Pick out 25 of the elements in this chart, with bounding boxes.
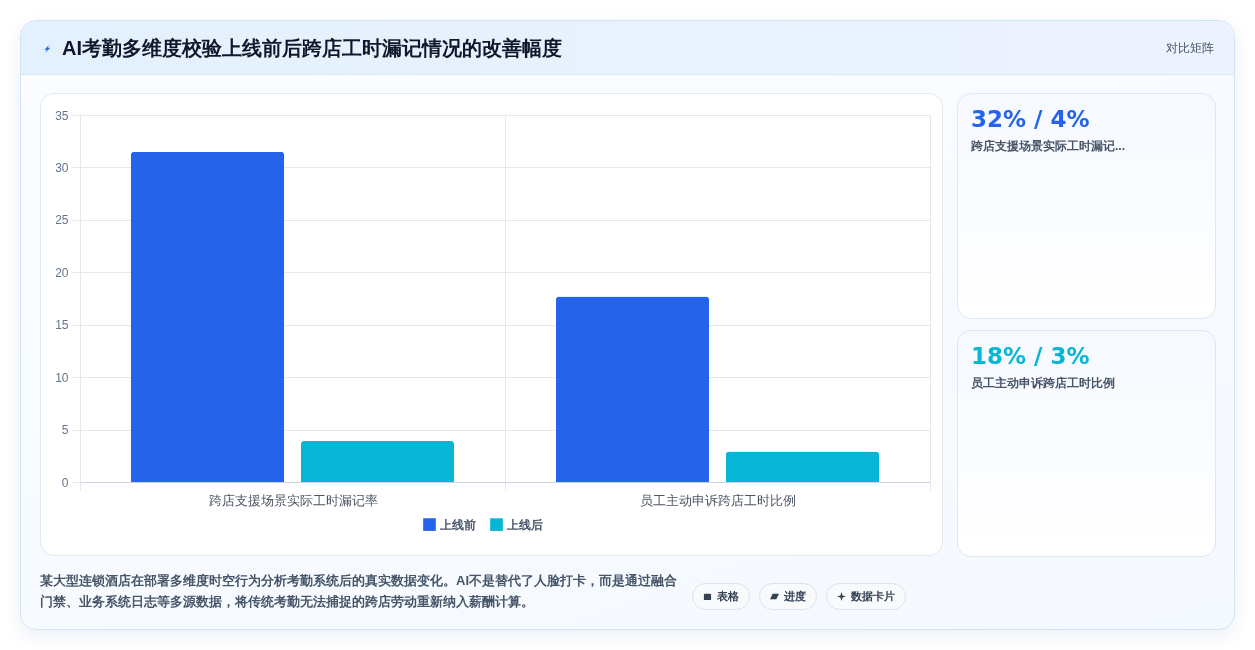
y-tick-label: 35 xyxy=(55,108,69,123)
y-tick-label: 30 xyxy=(55,160,69,175)
text: 表格 xyxy=(692,583,750,610)
legend-label: 上线前 xyxy=(439,517,476,532)
bar xyxy=(301,441,454,482)
y-tick-label: 20 xyxy=(55,265,69,280)
bar xyxy=(726,451,879,482)
text: 进度 xyxy=(759,583,817,610)
text: 员工主动申诉跨店工时比例 xyxy=(971,375,1115,392)
text: 跨店支援场景实际工时漏记... xyxy=(971,138,1126,155)
text: 32% / 4% xyxy=(971,105,1090,133)
x-tick-label: 跨店支援场景实际工时漏记率 xyxy=(208,492,378,508)
text: 数据卡片 xyxy=(826,583,906,610)
legend-label: 上线后 xyxy=(506,517,543,532)
text: 某大型连锁酒店在部署多维度时空行为分析考勤系统后的真实数据变化。AI不是替代了人脸打卡，而是通过融合门禁、业务系统日志等多源数据，将传统考勤无法捕捉的跨店劳动重新纳入薪酬计算。 xyxy=(40,572,678,611)
text: 18% / 3% xyxy=(971,342,1090,370)
y-tick-label: 10 xyxy=(55,370,69,385)
y-tick-label: 5 xyxy=(61,423,69,438)
y-tick-label: 25 xyxy=(55,213,69,228)
chart-title: AI考勤多维度校验上线前后跨店工时漏记情况的改善幅度 xyxy=(62,36,562,61)
bar xyxy=(131,151,284,482)
bar xyxy=(556,296,709,482)
text: 对比矩阵 xyxy=(1166,40,1214,57)
y-tick-label: 15 xyxy=(55,318,69,333)
y-tick-label: 0 xyxy=(61,475,69,490)
